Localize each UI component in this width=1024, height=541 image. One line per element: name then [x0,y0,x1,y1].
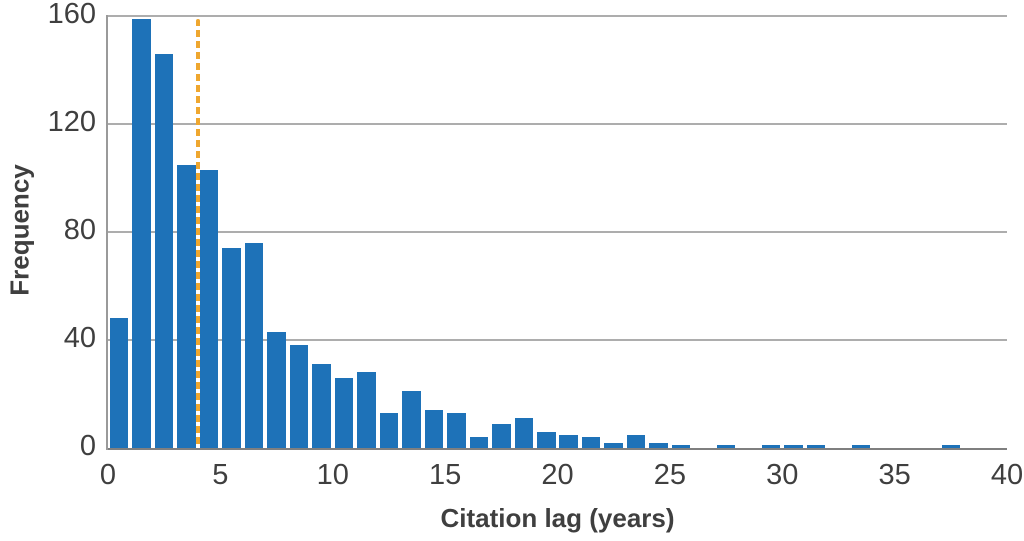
gridline-y-40 [107,339,1007,341]
histogram-bar-x18 [514,418,534,448]
histogram-bar-x14 [424,410,444,448]
histogram-bar-x1 [132,18,151,448]
histogram-bar-x33 [851,445,871,448]
histogram-bar-x30 [784,445,803,448]
histogram-bar-x8 [289,345,309,448]
histogram-bar-x13 [402,391,421,448]
histogram-bar-x3 [177,164,196,448]
histogram-bar-x6 [244,242,264,448]
y-tick-label-120: 120 [47,106,96,139]
histogram-bar-x21 [581,437,601,448]
x-tick-label-15: 15 [428,459,462,491]
x-tick-label-5: 5 [212,459,229,491]
histogram-bar-x11 [357,372,376,448]
histogram-bar-x5 [222,248,241,448]
y-axis-line [106,15,108,450]
histogram-bar-x12 [379,412,399,448]
x-tick-label-30: 30 [766,459,799,491]
x-axis-title: Citation lag (years) [440,503,675,533]
histogram-bar-x25 [671,445,691,448]
x-tick-label-35: 35 [878,459,911,491]
histogram-bar-x10 [334,377,354,448]
histogram-bar-x4 [199,169,219,448]
histogram-bar-x9 [312,364,331,448]
histogram-bar-x19 [537,431,556,448]
histogram-bar-x0 [109,318,129,448]
gridline-y-120 [107,123,1007,125]
gridline-y-80 [107,231,1007,233]
histogram-bar-x2 [154,53,174,448]
x-tick-label-20: 20 [541,459,574,491]
histogram-bar-x20 [559,434,578,448]
y-tick-label-80: 80 [63,214,96,247]
histogram-bar-x37 [941,445,961,448]
x-tick-label-0: 0 [99,459,117,491]
histogram-bar-x7 [267,331,286,448]
median-reference-line [195,19,200,448]
y-tick-label-40: 40 [63,322,96,355]
histogram-bar-x17 [492,423,511,448]
histogram-bar-x24 [649,442,668,448]
histogram-bar-x22 [604,442,623,448]
x-tick-label-25: 25 [653,459,686,491]
histogram-bar-x23 [626,434,646,448]
gridline-y-160 [107,15,1007,17]
histogram-bar-x27 [716,445,736,448]
y-tick-label-160: 160 [47,0,96,31]
histogram-bar-x31 [806,445,826,448]
x-axis-line [106,448,1007,450]
histogram-bar-x16 [469,437,489,448]
histogram-bar-x15 [447,412,466,448]
y-tick-label-0: 0 [79,430,96,463]
x-tick-label-10: 10 [316,459,349,491]
x-tick-label-40: 40 [990,459,1024,491]
histogram-bar-x29 [761,445,781,448]
